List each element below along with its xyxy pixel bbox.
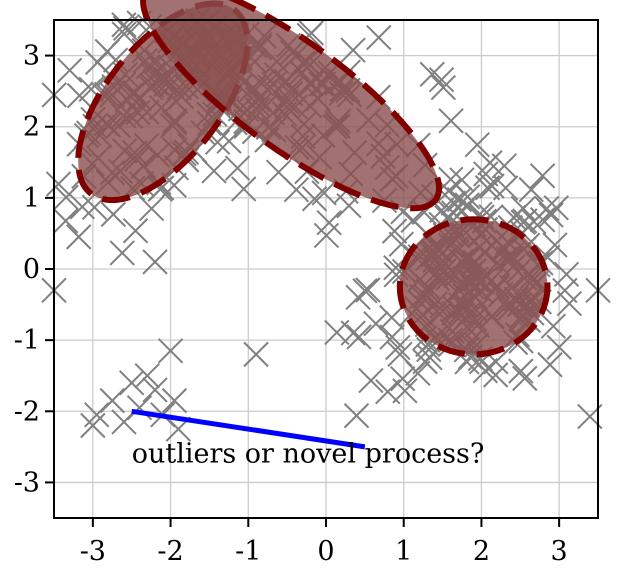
data-point [161, 387, 188, 414]
data-point [542, 232, 568, 258]
data-point [52, 208, 79, 234]
data-point [345, 284, 371, 310]
y-tick-label: 2 [23, 112, 40, 143]
x-axis: -3 -2 -1 0 1 2 3 [80, 518, 568, 567]
x-tick-label: -3 [80, 536, 106, 567]
data-point [343, 402, 370, 429]
data-point [69, 194, 95, 220]
data-point [119, 370, 145, 396]
data-point [529, 163, 556, 189]
y-tick-label: -1 [14, 325, 40, 356]
y-tick-label: -2 [14, 396, 40, 427]
data-point [358, 367, 384, 394]
data-point [508, 358, 534, 384]
data-point [340, 37, 366, 63]
data-point [100, 201, 127, 228]
data-point [366, 24, 392, 51]
y-tick-label: 3 [23, 41, 40, 72]
data-point [216, 128, 242, 154]
data-point [529, 207, 556, 233]
data-point [283, 176, 310, 203]
x-tick-label: -1 [235, 536, 261, 567]
y-tick-label: 1 [23, 183, 40, 214]
gaussian-components [75, 0, 551, 358]
component-ellipse-3 [396, 216, 551, 358]
annotation-layer: outliers or novel process? [131, 408, 485, 470]
data-point [45, 171, 72, 197]
data-point [518, 176, 544, 203]
data-point [230, 176, 257, 202]
data-point [346, 324, 372, 350]
data-point [340, 320, 366, 346]
data-point [111, 21, 137, 47]
data-point [556, 290, 583, 317]
data-point [224, 155, 251, 181]
component-ellipse-2 [140, 0, 442, 212]
data-point [474, 175, 501, 201]
data-point [57, 57, 83, 84]
y-tick-label: 0 [23, 254, 40, 285]
data-point [111, 409, 137, 435]
data-point [363, 310, 389, 337]
y-tick-label: -3 [14, 467, 40, 498]
y-axis: -3 -2 -1 0 1 2 3 [14, 41, 54, 498]
data-point [428, 66, 455, 93]
data-point [537, 352, 563, 378]
data-point [546, 334, 572, 360]
data-point [80, 412, 106, 439]
data-point [111, 12, 137, 38]
data-point [430, 74, 457, 101]
x-tick-label: 3 [551, 536, 568, 567]
data-point [313, 222, 340, 249]
data-point [543, 195, 570, 221]
data-point [477, 150, 503, 176]
data-point [389, 365, 416, 392]
data-point [381, 218, 408, 244]
data-point [142, 377, 168, 403]
data-point [109, 240, 135, 266]
x-tick-label: 2 [473, 536, 490, 567]
data-point [392, 378, 418, 404]
x-tick-label: 0 [317, 536, 334, 567]
data-point [336, 193, 362, 219]
data-point [464, 131, 490, 158]
data-point [482, 362, 509, 388]
data-point [538, 202, 564, 228]
data-point [84, 402, 110, 428]
x-tick-label: -2 [157, 536, 183, 567]
data-point [540, 313, 567, 339]
data-point [438, 108, 464, 134]
data-point [66, 82, 93, 109]
data-point [53, 184, 79, 211]
annotation-text: outliers or novel process? [132, 439, 485, 470]
data-point [66, 224, 92, 250]
data-point [122, 218, 149, 244]
data-point [134, 363, 160, 389]
data-point [552, 277, 578, 304]
data-point [243, 341, 269, 368]
data-point [492, 175, 519, 201]
data-point [387, 341, 413, 367]
data-point [157, 338, 184, 364]
outlier-pointer-line [131, 408, 366, 450]
data-point [553, 261, 580, 288]
x-tick-label: 1 [395, 536, 412, 567]
data-point [491, 153, 518, 179]
data-point [449, 167, 475, 193]
data-point [301, 186, 328, 212]
data-point [512, 365, 538, 392]
data-point [379, 324, 405, 350]
data-point [142, 249, 168, 275]
